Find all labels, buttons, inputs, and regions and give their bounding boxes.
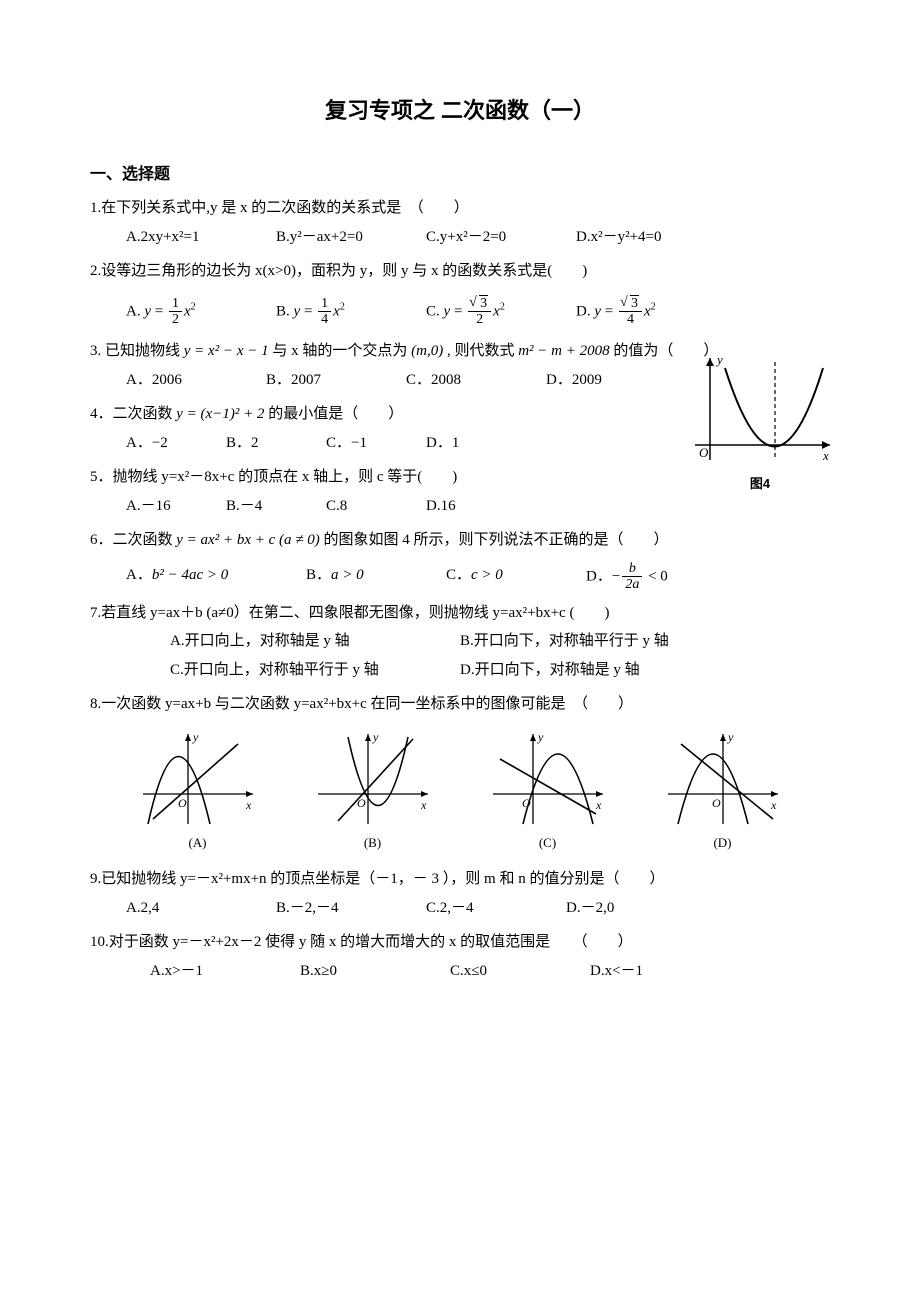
q3-opt-b: B．2007 <box>266 366 406 395</box>
q7-opt-d: D.开口向下，对称轴是 y 轴 <box>460 656 640 685</box>
q10-stem: 10.对于函数 y=－x²+2x－2 使得 y 随 x 的增大而增大的 x 的取… <box>90 928 830 957</box>
q5-opt-b: B.－4 <box>226 492 326 521</box>
q5-opt-a: A.－16 <box>126 492 226 521</box>
question-5: 5．抛物线 y=x²－8x+c 的顶点在 x 轴上，则 c 等于( ) A.－1… <box>90 463 830 520</box>
question-9: 9.已知抛物线 y=－x²+mx+n 的顶点坐标是（－1，－ 3 ），则 m 和… <box>90 865 830 922</box>
q3-opt-d: D．2009 <box>546 366 602 395</box>
svg-text:y: y <box>372 730 379 744</box>
question-10: 10.对于函数 y=－x²+2x－2 使得 y 随 x 的增大而增大的 x 的取… <box>90 928 830 985</box>
q7-opt-c: C.开口向上，对称轴平行于 y 轴 <box>170 656 460 685</box>
q9-opt-c: C.2,－4 <box>426 894 566 923</box>
q6-opt-a: A．b² − 4ac > 0 <box>126 561 306 593</box>
q7-stem: 7.若直线 y=ax＋b (a≠0）在第二、四象限都无图像，则抛物线 y=ax²… <box>90 599 830 628</box>
svg-text:y: y <box>715 352 723 367</box>
svg-text:y: y <box>192 730 199 744</box>
q4-stem: 4．二次函数 y = (x−1)² + 2 的最小值是（ ） <box>90 400 830 429</box>
q4-opt-d: D．1 <box>426 429 459 458</box>
question-2: 2.设等边三角形的边长为 x(x>0)，面积为 y，则 y 与 x 的函数关系式… <box>90 257 830 327</box>
q2-opt-c: C. y = 32x2 <box>426 296 576 328</box>
q5-stem: 5．抛物线 y=x²－8x+c 的顶点在 x 轴上，则 c 等于( ) <box>90 463 830 492</box>
q7-opt-a: A.开口向上，对称轴是 y 轴 <box>170 627 460 656</box>
q4-opt-b: B．2 <box>226 429 326 458</box>
q8-graph-a: O x y (A) <box>138 729 258 856</box>
q1-opt-b: B.y²－ax+2=0 <box>276 223 426 252</box>
svg-text:x: x <box>420 798 427 812</box>
svg-text:x: x <box>770 798 777 812</box>
q9-opt-d: D.－2,0 <box>566 894 614 923</box>
q1-opt-a: A.2xy+x²=1 <box>126 223 276 252</box>
q3-opt-a: A．2006 <box>126 366 266 395</box>
q1-opt-d: D.x²－y²+4=0 <box>576 223 662 252</box>
q9-stem: 9.已知抛物线 y=－x²+mx+n 的顶点坐标是（－1，－ 3 ），则 m 和… <box>90 865 830 894</box>
svg-text:y: y <box>727 730 734 744</box>
q6-opt-c: C．c > 0 <box>446 561 586 593</box>
svg-text:y: y <box>537 730 544 744</box>
q5-opt-c: C.8 <box>326 492 426 521</box>
question-7: 7.若直线 y=ax＋b (a≠0）在第二、四象限都无图像，则抛物线 y=ax²… <box>90 599 830 685</box>
q10-opt-c: C.x≤0 <box>450 957 590 986</box>
svg-text:x: x <box>595 798 602 812</box>
page-title: 复习专项之 二次函数（一） <box>90 90 830 132</box>
q3-opt-c: C．2008 <box>406 366 546 395</box>
q10-opt-a: A.x>－1 <box>150 957 300 986</box>
question-6: 6．二次函数 y = ax² + bx + c (a ≠ 0) 的图象如图 4 … <box>90 526 830 592</box>
q6-opt-d: D．−b2a < 0 <box>586 561 668 593</box>
svg-text:O: O <box>178 796 187 810</box>
q6-opt-b: B．a > 0 <box>306 561 446 593</box>
q2-opt-b: B. y = 14x2 <box>276 296 426 328</box>
q8-graph-c: O x y (C) <box>488 729 608 856</box>
q2-stem: 2.设等边三角形的边长为 x(x>0)，面积为 y，则 y 与 x 的函数关系式… <box>90 257 830 286</box>
q8-graph-d: O x y (D) <box>663 729 783 856</box>
svg-text:x: x <box>245 798 252 812</box>
q1-stem: 1.在下列关系式中,y 是 x 的二次函数的关系式是 （ ） <box>90 194 830 223</box>
question-8: 8.一次函数 y=ax+b 与二次函数 y=ax²+bx+c 在同一坐标系中的图… <box>90 690 830 859</box>
q10-opt-b: B.x≥0 <box>300 957 450 986</box>
q5-opt-d: D.16 <box>426 492 456 521</box>
q6-stem: 6．二次函数 y = ax² + bx + c (a ≠ 0) 的图象如图 4 … <box>90 526 830 555</box>
q10-opt-d: D.x<－1 <box>590 957 643 986</box>
q1-opt-c: C.y+x²－2=0 <box>426 223 576 252</box>
q2-opt-d: D. y = 34x2 <box>576 296 656 328</box>
q2-opt-a: A. y = 12x2 <box>126 296 276 328</box>
q8-graph-b: O x y (B) <box>313 729 433 856</box>
q4-opt-c: C．−1 <box>326 429 426 458</box>
q9-opt-b: B.－2,－4 <box>276 894 426 923</box>
q9-opt-a: A.2,4 <box>126 894 276 923</box>
q4-opt-a: A．−2 <box>126 429 226 458</box>
section-header: 一、选择题 <box>90 160 830 190</box>
q8-stem: 8.一次函数 y=ax+b 与二次函数 y=ax²+bx+c 在同一坐标系中的图… <box>90 690 830 719</box>
q7-opt-b: B.开口向下，对称轴平行于 y 轴 <box>460 627 669 656</box>
question-1: 1.在下列关系式中,y 是 x 的二次函数的关系式是 （ ） A.2xy+x²=… <box>90 194 830 251</box>
question-4: 4．二次函数 y = (x−1)² + 2 的最小值是（ ） A．−2 B．2 … <box>90 400 830 457</box>
svg-text:O: O <box>712 796 721 810</box>
